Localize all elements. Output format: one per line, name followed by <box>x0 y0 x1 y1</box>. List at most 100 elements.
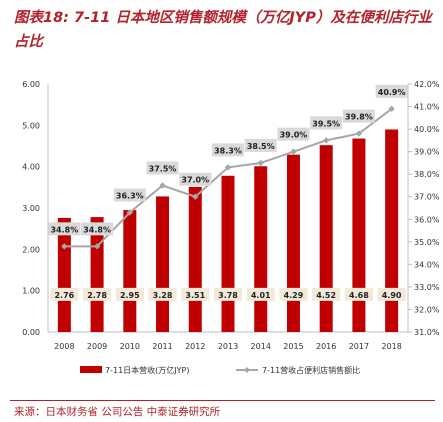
line-point-2014 <box>257 159 264 167</box>
line-point-2013 <box>224 164 232 171</box>
bar-2018 <box>385 129 399 332</box>
bar-label: 4.52 <box>316 291 336 300</box>
line-label-box <box>81 222 114 236</box>
x-tick-label: 2015 <box>283 342 303 351</box>
right-tick-label: 33.0% <box>414 283 440 292</box>
right-tick-label: 42.0% <box>414 80 440 89</box>
left-tick-label: 3.00 <box>22 204 40 213</box>
bar-label-box <box>50 287 79 301</box>
x-tick-label: 2017 <box>349 342 369 351</box>
bar-label: 4.01 <box>251 291 271 300</box>
x-tick-label: 2011 <box>152 342 172 351</box>
source-note: 来源：日本财务省 公司公告 中泰证券研究所 <box>14 406 221 418</box>
bar-label-box <box>148 287 177 301</box>
bar-2014 <box>254 166 268 332</box>
legend-line-marker <box>244 367 250 373</box>
bar-2010 <box>123 210 137 332</box>
bar-2017 <box>352 138 366 332</box>
line-label: 34.8% <box>83 225 111 234</box>
line-label-box <box>146 161 179 175</box>
line-data-labels: 34.8% 34.8% 36.3% 37.5% 37.0% 38.3% 38.5% 39.0%… <box>48 84 408 236</box>
combo-chart: 0.001.002.003.004.005.006.00 31.0%32.0%3… <box>22 80 440 375</box>
bar-label-box <box>115 287 144 301</box>
line-label-box <box>342 109 375 123</box>
line-point-2016 <box>322 137 330 144</box>
bar-label: 3.28 <box>153 291 173 300</box>
legend-bar-swatch <box>80 366 102 373</box>
bar-label: 4.29 <box>284 291 304 300</box>
left-tick-label: 5.00 <box>22 121 40 130</box>
line-label: 36.3% <box>116 192 144 201</box>
left-tick-label: 6.00 <box>22 80 40 89</box>
line-label: 38.5% <box>247 142 275 151</box>
bar-2012 <box>188 186 202 332</box>
bar-label: 2.78 <box>87 291 107 300</box>
line-label-box <box>310 116 343 130</box>
x-tick-label: 2013 <box>218 342 238 351</box>
bar-2013 <box>221 175 235 332</box>
left-tick-label: 2.00 <box>22 245 40 254</box>
bar-label-box <box>279 287 308 301</box>
bar-2011 <box>156 196 170 332</box>
bar-label-box <box>181 287 210 301</box>
line-label: 37.0% <box>181 176 209 185</box>
line-point-2008 <box>61 243 68 250</box>
bar-label-box <box>83 287 112 301</box>
bar-label-box <box>377 287 406 301</box>
x-tick-label: 2014 <box>251 342 271 351</box>
bar-2016 <box>319 145 333 332</box>
right-tick-label: 38.0% <box>414 170 440 179</box>
x-tick-label: 2012 <box>185 342 205 351</box>
line-point-2012 <box>192 193 199 200</box>
line-label-box <box>212 143 244 157</box>
line-label: 39.5% <box>312 119 340 128</box>
bar-data-labels: 2.76 2.78 2.95 3.28 3.51 3.78 4.01 4.29 4.52 4.68… <box>50 287 406 301</box>
x-tick-label: 2010 <box>120 342 140 351</box>
bar-label-box <box>214 287 242 301</box>
bar-label: 3.51 <box>185 291 205 300</box>
line-point-2017 <box>355 130 363 137</box>
bar-label: 2.95 <box>120 291 140 300</box>
legend-bar-label: 7-11日本营收(万亿JYP) <box>105 365 189 375</box>
line-label-box <box>113 188 146 202</box>
x-tick-label: 2016 <box>316 342 336 351</box>
line-label-box <box>277 127 310 141</box>
left-tick-label: 1.00 <box>22 287 40 296</box>
left-axis-ticks: 0.00 1.00 2.00 3.00 4.00 5.00 6.00 <box>22 80 40 337</box>
line-label-box <box>244 138 277 152</box>
line-label: 39.8% <box>345 113 373 122</box>
right-tick-label: 31.0% <box>414 328 440 337</box>
bar-label-box <box>246 287 275 301</box>
bar-label: 4.90 <box>382 291 402 300</box>
source-divider <box>10 400 435 401</box>
line-point-2010 <box>126 209 134 216</box>
right-tick-label: 32.0% <box>414 305 440 314</box>
bar-label: 2.76 <box>54 291 74 300</box>
right-tick-label: 34.0% <box>414 260 440 269</box>
line-point-2015 <box>290 148 297 155</box>
x-tick-label: 2018 <box>381 342 401 351</box>
right-axis-ticks: 31.0% 32.0% 33.0% 34.0% 35.0% 36.0% 37.0% 38.0%… <box>408 80 440 337</box>
right-tick-label: 40.0% <box>414 125 440 134</box>
bar-2015 <box>286 154 300 332</box>
line-label: 37.5% <box>149 164 177 173</box>
legend: 7-11日本营收(万亿JYP) 7-11营收占便利店销售额比 <box>80 365 360 375</box>
left-tick-label: 4.00 <box>22 163 40 172</box>
right-tick-label: 39.0% <box>414 148 440 157</box>
line-point-2009 <box>93 243 101 250</box>
line-point-2011 <box>159 182 166 189</box>
line-point-2018 <box>388 105 395 112</box>
bar-label-box <box>312 287 341 301</box>
x-axis-ticks: 2008 2009 2010 2011 2012 2013 2014 2015 2016 2017… <box>54 342 402 351</box>
line-label-box <box>48 222 81 236</box>
line-label: 39.0% <box>280 131 308 140</box>
line-label-box <box>375 84 408 98</box>
bar-label: 4.68 <box>349 291 369 300</box>
line-series <box>61 105 395 250</box>
legend-line-label: 7-11营收占便利店销售额比 <box>262 365 360 375</box>
bar-label: 3.78 <box>218 291 238 300</box>
right-tick-label: 36.0% <box>414 215 440 224</box>
right-tick-label: 35.0% <box>414 238 440 247</box>
figure-title: 图表18: 7-11 日本地区销售额规模（万亿JYP）及在便利店行业占比 <box>14 10 432 50</box>
right-tick-label: 37.0% <box>414 193 440 202</box>
